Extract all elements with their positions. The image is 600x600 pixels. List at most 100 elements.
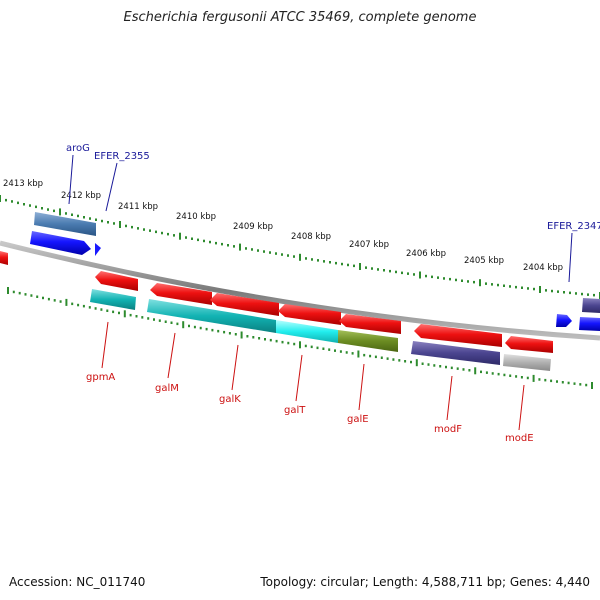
outer-minor-tick [41, 207, 43, 210]
gene-label-efer-2347[interactable]: EFER_2347 [547, 221, 600, 232]
inner-minor-tick [462, 368, 465, 371]
inner-minor-tick [334, 349, 336, 352]
outer-minor-tick [11, 200, 13, 203]
inner-minor-tick [100, 308, 103, 311]
inner-minor-tick [328, 348, 331, 351]
gene-block-modF-feature[interactable] [411, 341, 500, 365]
outer-minor-tick [287, 254, 289, 257]
inner-minor-tick [380, 356, 383, 359]
gene-arrow-galE[interactable] [339, 314, 401, 334]
outer-minor-tick [551, 289, 553, 293]
scale-label: 2409 kbp [233, 222, 273, 232]
leader-efer-2347 [568, 232, 573, 283]
scale-label: 2410 kbp [176, 212, 216, 222]
outer-major-tick [59, 208, 61, 216]
gene-label-galE[interactable]: galE [347, 414, 369, 425]
outer-minor-tick [593, 293, 595, 297]
outer-minor-tick [125, 224, 127, 228]
scale-label: 2404 kbp [523, 263, 563, 273]
outer-minor-tick [581, 292, 583, 296]
gene-arrow-modE[interactable] [505, 336, 553, 353]
gene-arrow-galM[interactable] [150, 283, 212, 305]
inner-minor-tick [456, 367, 459, 370]
gene-arrow-galT[interactable] [278, 304, 341, 325]
outer-minor-tick [155, 230, 157, 234]
gene-arrow-aroG[interactable] [34, 212, 96, 236]
gene-block-galT-feature[interactable] [276, 320, 338, 343]
gene-block-modE-feature[interactable] [503, 354, 551, 371]
gene-label-galT[interactable]: galT [284, 405, 306, 416]
gene-arrow-efer-2347[interactable] [582, 298, 600, 313]
gene-label-galM[interactable]: galM [155, 383, 179, 394]
outer-minor-tick [245, 247, 247, 250]
gene-block-gpmA-feature[interactable] [90, 289, 136, 310]
outer-minor-tick [65, 212, 67, 215]
gene-arrow-gpmA[interactable] [95, 271, 138, 291]
outer-minor-tick [143, 228, 145, 231]
inner-minor-tick [228, 332, 231, 335]
inner-minor-tick [252, 336, 255, 339]
outer-minor-tick [461, 279, 463, 282]
gene-arrow-left-edge[interactable] [0, 251, 8, 265]
gene-label-modE[interactable]: modE [505, 433, 534, 444]
outer-minor-tick [485, 282, 487, 285]
outer-minor-tick [557, 290, 559, 293]
inner-minor-tick [188, 324, 190, 328]
gene-label-aroG[interactable]: aroG [66, 143, 90, 154]
outer-major-tick [239, 243, 241, 251]
outer-minor-tick [89, 217, 91, 220]
outer-minor-tick [443, 277, 445, 280]
outer-minor-tick [131, 225, 133, 229]
gene-label-modF[interactable]: modF [434, 424, 462, 435]
outer-minor-tick [17, 201, 19, 205]
outer-minor-tick [185, 236, 187, 239]
inner-minor-tick [176, 322, 179, 326]
leader-modF [446, 375, 453, 421]
inner-minor-tick [503, 373, 506, 377]
inner-minor-tick [118, 311, 120, 315]
outer-minor-tick [215, 241, 217, 245]
gene-arrow-forward-right-a[interactable] [556, 314, 572, 327]
inner-minor-tick [374, 355, 377, 359]
inner-minor-tick [316, 346, 319, 350]
leader-galM [167, 332, 176, 379]
leader-galT [295, 354, 303, 402]
outer-minor-tick [515, 285, 517, 289]
inner-minor-tick [421, 362, 424, 365]
gene-block-galM-feature[interactable] [147, 299, 276, 333]
gene-arrow-modF[interactable] [414, 324, 502, 347]
inner-minor-tick [427, 363, 430, 366]
outer-minor-tick [173, 234, 175, 237]
inner-minor-tick [520, 376, 523, 379]
gene-label-gpmA[interactable]: gpmA [86, 372, 115, 383]
gene-arrow-forward-right-b[interactable] [579, 317, 600, 331]
accession-text: Accession: NC_011740 [9, 575, 146, 589]
inner-minor-tick [561, 381, 564, 384]
inner-minor-tick [509, 374, 512, 377]
gene-arrow-small-forward[interactable] [95, 243, 101, 256]
outer-major-tick [299, 253, 301, 261]
outer-minor-tick [83, 216, 85, 219]
gene-label-galK[interactable]: galK [219, 394, 241, 405]
inner-minor-tick [538, 378, 541, 381]
outer-minor-tick [305, 257, 307, 260]
outer-minor-tick [221, 242, 223, 246]
leader-galK [231, 344, 239, 391]
outer-minor-tick [353, 264, 355, 268]
gene-label-efer-2355[interactable]: EFER_2355 [94, 151, 150, 162]
inner-minor-tick [30, 294, 33, 297]
gene-arrow-efer-2355[interactable] [30, 231, 91, 255]
outer-minor-tick [509, 285, 511, 288]
inner-major-tick [182, 321, 185, 329]
gene-arrow-galK[interactable] [210, 293, 279, 316]
outer-minor-tick [233, 245, 235, 248]
inner-minor-tick [199, 326, 202, 330]
outer-minor-tick [329, 261, 331, 264]
outer-minor-tick [569, 291, 571, 295]
outer-minor-tick [467, 280, 469, 283]
gene-block-galE-feature[interactable] [338, 330, 398, 352]
inner-minor-tick [135, 315, 138, 318]
outer-minor-tick [545, 289, 547, 292]
inner-minor-tick [550, 379, 553, 383]
